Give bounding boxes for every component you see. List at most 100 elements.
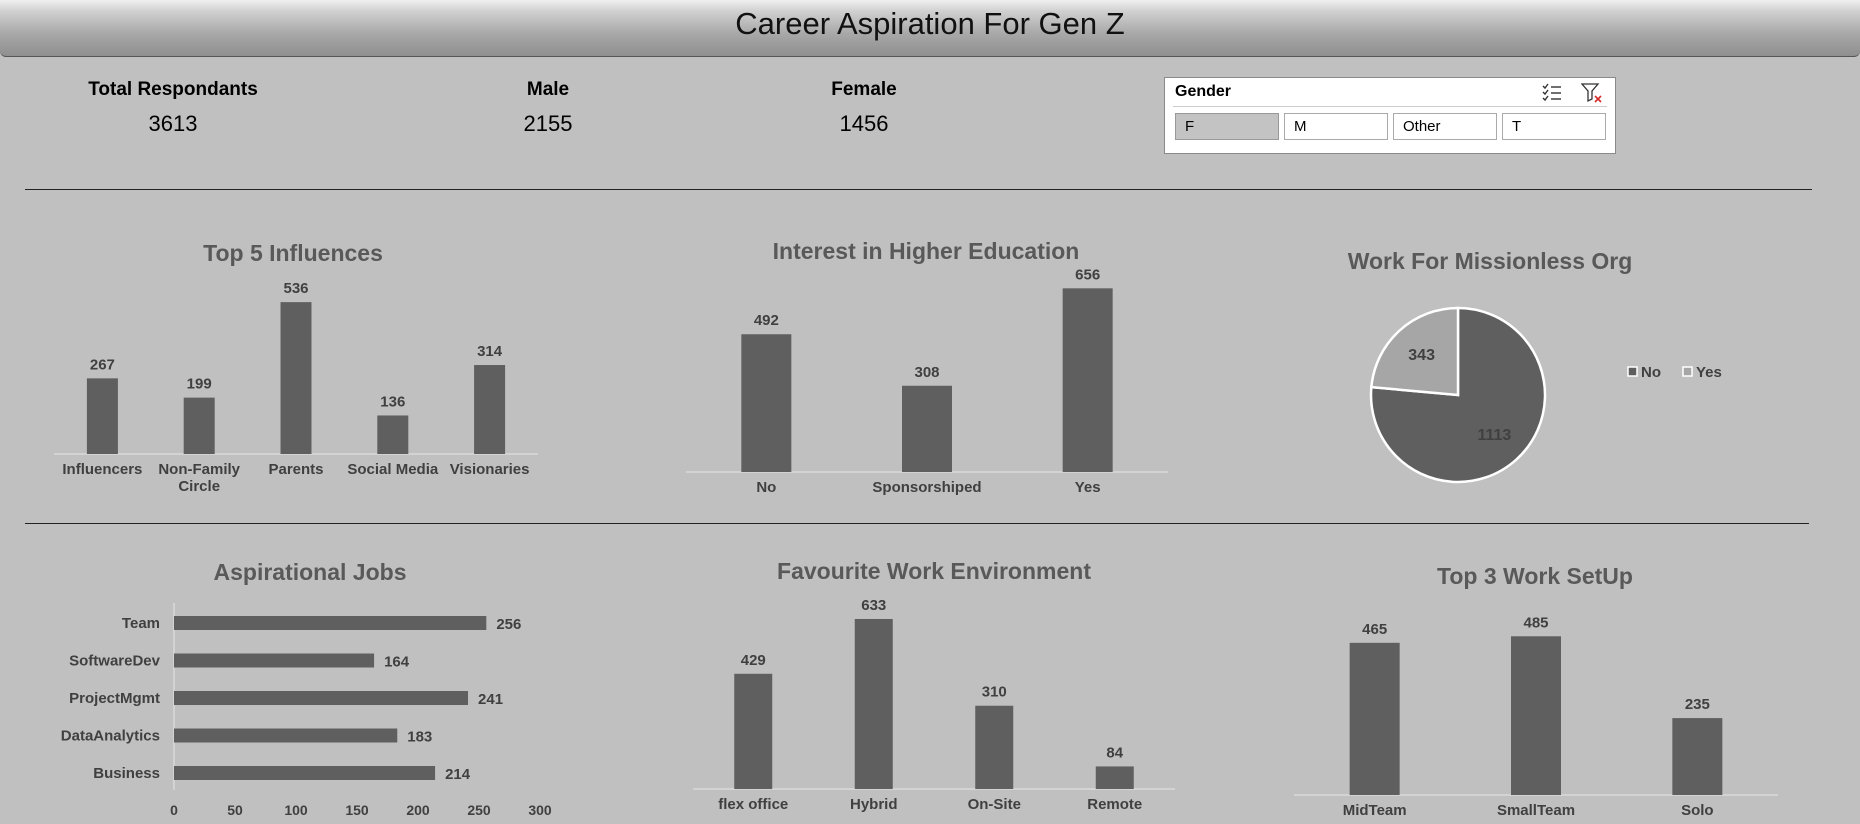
title-bar: Career Aspiration For Gen Z — [0, 0, 1860, 57]
bar — [1511, 636, 1561, 795]
chart-title-jobs: Aspirational Jobs — [213, 559, 407, 585]
data-label: 308 — [914, 364, 939, 381]
clear-filter-icon[interactable] — [1580, 82, 1603, 104]
data-label: 310 — [982, 684, 1007, 701]
tick-label: 200 — [406, 802, 430, 818]
legend-label: Yes — [1696, 364, 1722, 381]
category-label: Remote — [1087, 796, 1142, 813]
bar — [86, 378, 118, 454]
bar — [1349, 642, 1400, 795]
category-label: SmallTeam — [1497, 802, 1575, 819]
bar — [474, 365, 506, 454]
category-label: On-Site — [968, 796, 1021, 813]
kpi-value: 3613 — [148, 111, 198, 136]
data-label: 199 — [187, 376, 212, 393]
slicer-divider — [1173, 106, 1607, 107]
data-label: 485 — [1523, 614, 1548, 631]
bar — [174, 616, 487, 630]
bar — [280, 302, 312, 454]
section-divider — [25, 189, 1812, 190]
kpi-total-respondents: Total Respondants 3613 — [60, 79, 286, 137]
data-label: 235 — [1685, 696, 1710, 713]
category-label: Visionaries — [450, 461, 530, 478]
data-label: 492 — [754, 312, 779, 329]
bar — [741, 334, 792, 472]
section-divider — [25, 523, 1809, 524]
data-label: 267 — [90, 356, 115, 373]
kpi-label: Male — [526, 79, 570, 100]
bar — [174, 766, 436, 780]
chart-title-environment: Favourite Work Environment — [777, 558, 1091, 584]
data-label: 314 — [477, 343, 503, 360]
legend-label: No — [1641, 364, 1661, 381]
category-label: Team — [122, 615, 160, 632]
category-label: ProjectMgmt — [69, 690, 160, 707]
bar — [734, 673, 773, 789]
slicer-option-m[interactable]: M — [1284, 113, 1388, 140]
category-label: Business — [93, 765, 160, 782]
category-label: No — [756, 479, 776, 496]
data-label: 429 — [741, 652, 766, 669]
slicer-option-other[interactable]: Other — [1393, 113, 1497, 140]
tick-label: 150 — [345, 802, 369, 818]
bar — [1672, 718, 1723, 795]
chart-title-setup: Top 3 Work SetUp — [1437, 563, 1633, 589]
kpi-male: Male 2155 — [488, 79, 608, 137]
chart-title-influences: Top 5 Influences — [203, 240, 383, 266]
chart-title-higher-education: Interest in Higher Education — [772, 238, 1080, 264]
category-label: SoftwareDev — [69, 653, 161, 670]
slicer-option-f[interactable]: F — [1175, 113, 1279, 140]
legend-swatch — [1682, 366, 1693, 377]
kpi-label: Female — [831, 79, 897, 100]
data-label: 183 — [407, 729, 432, 746]
data-label: 536 — [283, 280, 308, 297]
bar — [902, 385, 952, 472]
category-label: Influencers — [62, 461, 142, 478]
bar — [377, 415, 409, 454]
kpi-female: Female 1456 — [804, 79, 924, 137]
category-label: MidTeam — [1343, 802, 1407, 819]
data-label: 164 — [384, 654, 410, 671]
category-label: Sponsorshiped — [872, 479, 981, 496]
slicer-title: Gender — [1175, 83, 1232, 100]
kpi-value: 1456 — [839, 111, 889, 136]
category-label: flex office — [718, 796, 788, 813]
multi-select-icon[interactable] — [1541, 82, 1563, 104]
tick-label: 0 — [170, 802, 178, 818]
category-label: Non-Family Circle — [158, 461, 240, 495]
data-label: 656 — [1075, 266, 1100, 283]
gender-slicer: Gender F M Other T — [1164, 77, 1616, 154]
bar — [975, 705, 1014, 789]
data-label: 136 — [380, 393, 405, 410]
slicer-option-t[interactable]: T — [1502, 113, 1606, 140]
data-label: 84 — [1106, 744, 1123, 761]
category-label: Yes — [1075, 479, 1101, 496]
data-label: 256 — [496, 616, 521, 633]
tick-label: 300 — [528, 802, 552, 818]
legend-swatch — [1627, 366, 1638, 377]
data-label: 1113 — [1477, 427, 1511, 444]
category-label: Parents — [268, 461, 323, 478]
data-label: 241 — [478, 691, 503, 708]
bar — [183, 397, 215, 454]
bar — [174, 728, 398, 743]
category-label: Hybrid — [850, 796, 898, 813]
data-label: 343 — [1408, 347, 1435, 364]
kpi-value: 2155 — [523, 111, 573, 136]
category-label: Social Media — [347, 461, 439, 478]
bar — [1095, 766, 1134, 789]
chart-title-missionless: Work For Missionless Org — [1347, 248, 1633, 274]
data-label: 465 — [1362, 621, 1387, 638]
category-label: DataAnalytics — [61, 728, 160, 745]
bar — [174, 691, 469, 705]
pie-slice — [1370, 306, 1460, 397]
bar — [174, 653, 375, 668]
pie-slice — [1369, 306, 1547, 484]
kpi-label: Total Respondants — [88, 79, 258, 100]
bar — [854, 618, 893, 789]
category-label: Solo — [1681, 802, 1714, 819]
data-label: 214 — [445, 766, 471, 783]
data-label: 633 — [861, 597, 886, 614]
bar — [1062, 288, 1113, 472]
